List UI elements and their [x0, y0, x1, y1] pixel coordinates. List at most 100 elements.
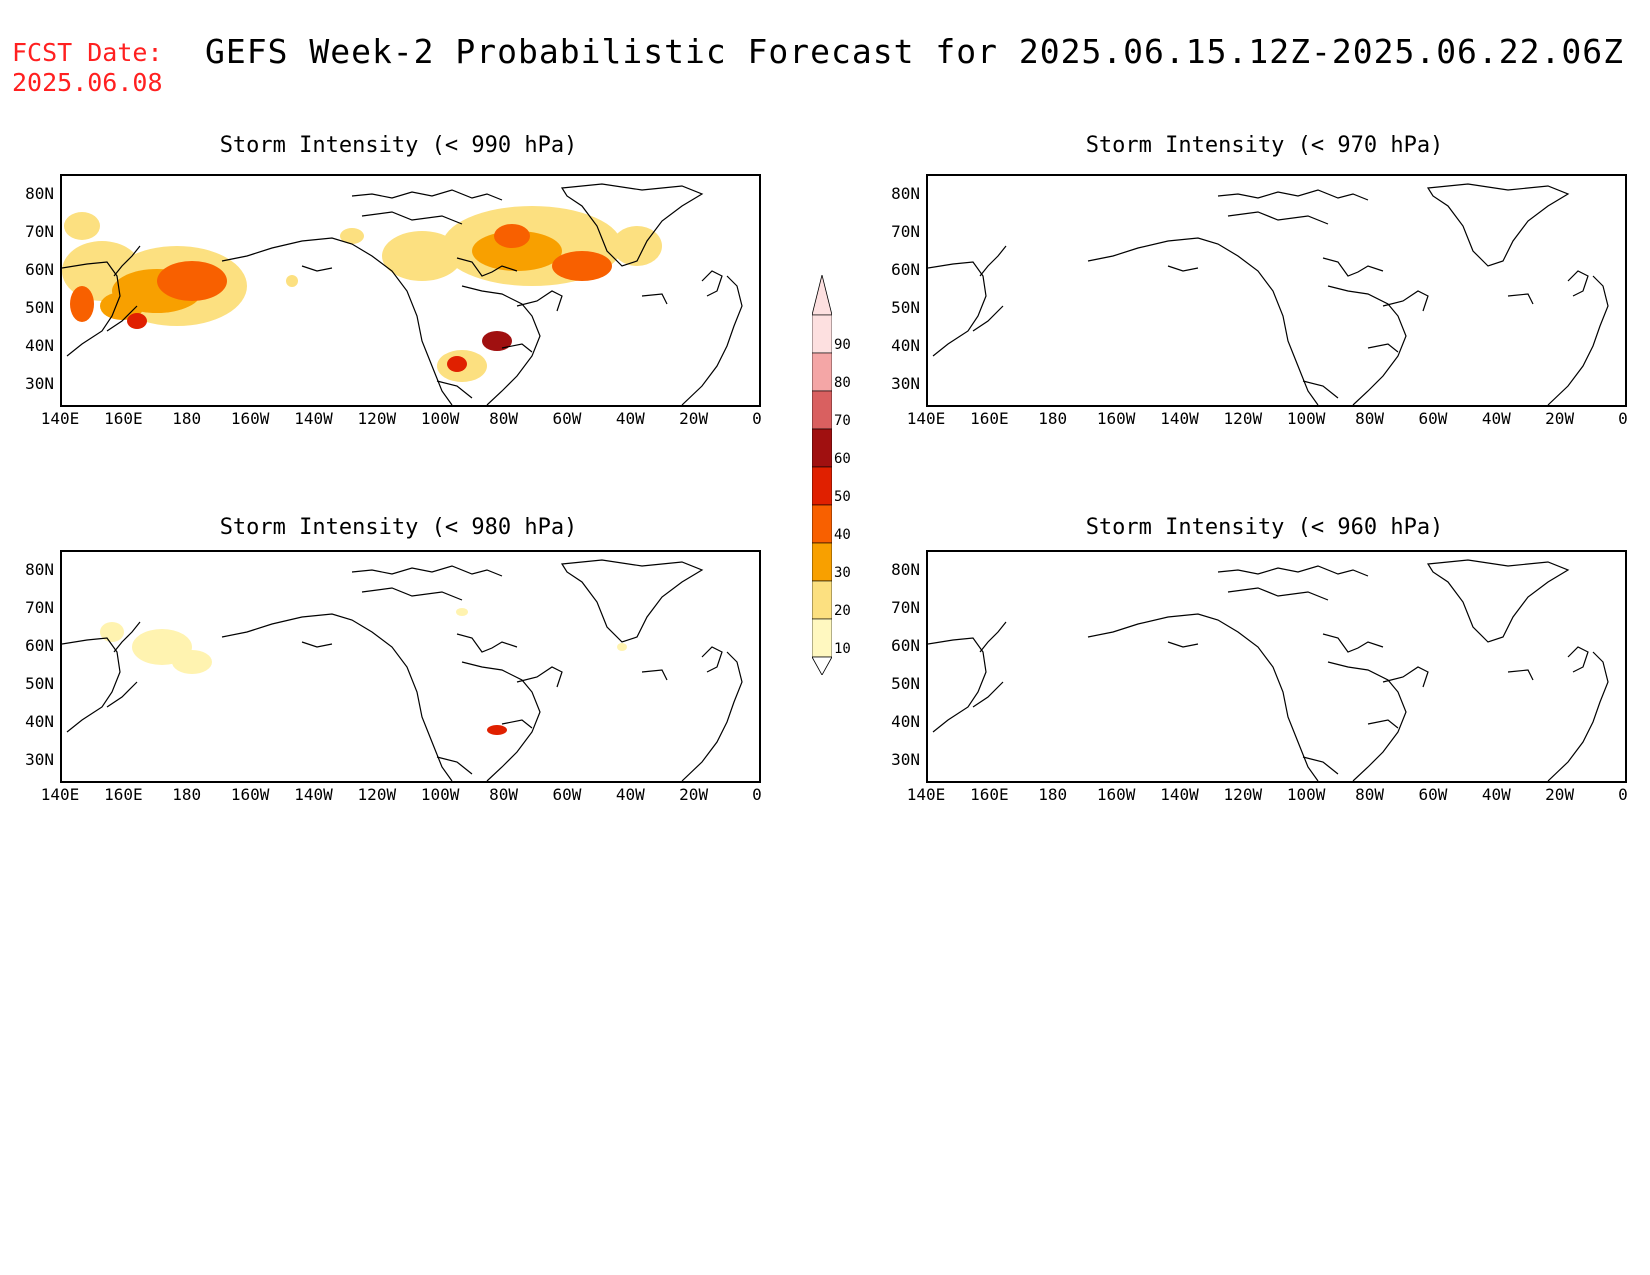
lat-label: 50N — [891, 674, 920, 693]
coastline — [1302, 380, 1339, 399]
coastline — [1382, 290, 1429, 312]
coastline — [972, 681, 1004, 708]
lon-label: 160W — [1096, 409, 1136, 428]
colorbar-segment — [812, 466, 832, 506]
lon-label: 160E — [970, 409, 1009, 428]
colorbar-label: 70 — [834, 413, 851, 429]
lon-label: 160E — [104, 409, 143, 428]
lon-label: 60W — [552, 785, 582, 804]
colorbar-label: 60 — [834, 451, 851, 467]
lat-label: 80N — [891, 184, 920, 203]
lon-label: 60W — [1418, 785, 1448, 804]
coastline — [516, 666, 563, 688]
lat-label: 80N — [25, 184, 54, 203]
lon-label: 20W — [1545, 785, 1575, 804]
colorbar-label: 20 — [834, 603, 851, 619]
coastline — [436, 756, 473, 775]
lat-label: 60N — [25, 260, 54, 279]
panel-title-970: Storm Intensity (< 970 hPa) — [1085, 133, 1444, 158]
coastline — [979, 245, 1007, 277]
lon-label: 120W — [357, 409, 397, 428]
coastline — [928, 637, 987, 733]
coastline — [1426, 559, 1570, 643]
coastline — [1382, 666, 1429, 688]
lon-label: 160W — [1096, 785, 1136, 804]
coastline — [1327, 285, 1407, 405]
map-canvas — [62, 183, 743, 405]
lon-label: 140W — [1160, 785, 1199, 804]
coastline — [361, 211, 463, 225]
coastline — [1217, 565, 1369, 577]
coastline — [221, 237, 453, 405]
coastline — [1367, 719, 1399, 729]
lon-label: 140W — [294, 409, 333, 428]
probability-shading — [100, 622, 124, 642]
panel-title-960: Storm Intensity (< 960 hPa) — [1085, 515, 1444, 540]
lon-label: 40W — [615, 785, 645, 804]
coastline — [1087, 237, 1319, 405]
panel-title-980: Storm Intensity (< 980 hPa) — [219, 515, 578, 540]
probability-shading — [286, 275, 298, 287]
coastline — [1547, 275, 1609, 405]
lon-label: 80W — [1355, 785, 1384, 804]
probability-shading — [100, 292, 144, 320]
coastline — [351, 189, 503, 201]
colorbar-segment — [812, 428, 832, 468]
probability-shading — [172, 650, 212, 674]
lat-label: 70N — [891, 598, 920, 617]
coastline — [972, 305, 1004, 332]
lat-label: 40N — [25, 336, 54, 355]
coastline — [1507, 669, 1534, 681]
colorbar-label: 50 — [834, 489, 851, 505]
map-panel-990 — [60, 174, 761, 407]
probability-shading — [340, 228, 364, 244]
colorbar-segment — [812, 618, 832, 658]
probability-shading — [70, 286, 94, 322]
coastline — [1367, 343, 1399, 353]
lat-label: 30N — [25, 750, 54, 769]
lon-label: 120W — [357, 785, 397, 804]
coastline — [701, 270, 723, 297]
lon-label: 20W — [679, 785, 709, 804]
coastline — [301, 641, 333, 648]
panel-title-990: Storm Intensity (< 990 hPa) — [219, 133, 578, 158]
colorbar-segment — [812, 542, 832, 582]
lon-label: 160E — [970, 785, 1009, 804]
colorbar-segment — [812, 314, 832, 354]
lon-label: 0 — [1618, 785, 1628, 804]
colorbar-label: 90 — [834, 337, 851, 353]
coastline — [681, 651, 743, 781]
lon-label: 140E — [906, 409, 946, 428]
lat-label: 30N — [891, 750, 920, 769]
coastline — [106, 305, 138, 332]
lat-label: 40N — [891, 712, 920, 731]
coastline — [351, 565, 503, 577]
colorbar-segment — [812, 580, 832, 620]
lon-label: 40W — [1481, 409, 1511, 428]
lat-label: 60N — [25, 636, 54, 655]
lon-label: 180 — [1038, 785, 1068, 804]
coastline — [1167, 641, 1199, 648]
lon-label: 100W — [420, 409, 460, 428]
coastline — [1567, 646, 1589, 673]
probability-shading — [127, 313, 147, 329]
coastline — [1426, 183, 1570, 267]
probability-shading — [64, 212, 100, 240]
probability-shading — [612, 226, 662, 266]
coastline — [1087, 613, 1319, 781]
coastline — [113, 245, 141, 277]
lat-label: 70N — [891, 222, 920, 241]
lon-label: 140E — [906, 785, 946, 804]
lon-label: 180 — [172, 785, 202, 804]
lat-label: 80N — [891, 560, 920, 579]
coastline — [301, 265, 333, 272]
lon-label: 0 — [1618, 409, 1628, 428]
lon-label: 120W — [1223, 785, 1263, 804]
coastline — [1567, 270, 1589, 297]
lon-label: 120W — [1223, 409, 1263, 428]
lat-label: 70N — [25, 598, 54, 617]
lon-label: 140E — [40, 785, 80, 804]
lon-label: 180 — [172, 409, 202, 428]
coastline — [641, 669, 668, 681]
map-panel-960 — [926, 550, 1627, 783]
